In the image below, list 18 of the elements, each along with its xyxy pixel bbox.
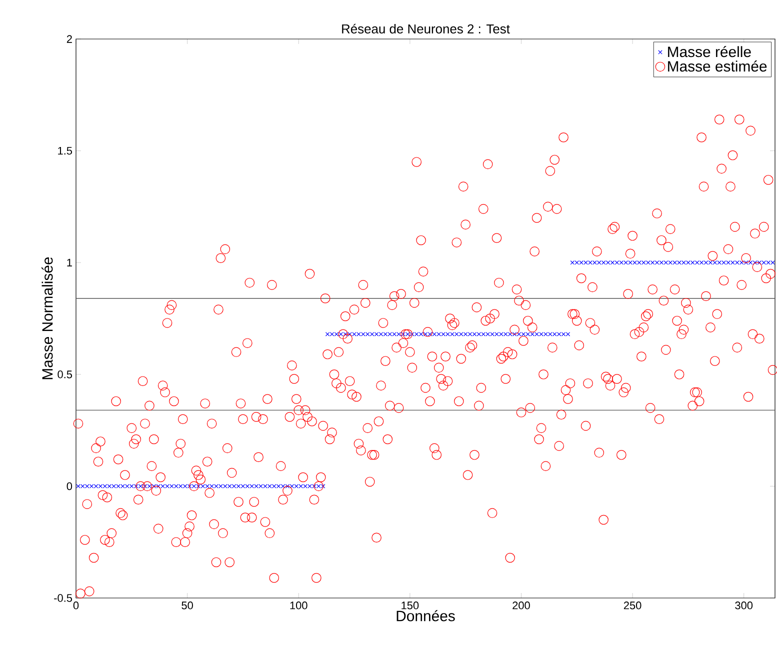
x-tick-label: 50 <box>182 602 193 610</box>
y-axis-title: Masse Normalisée <box>42 257 53 380</box>
x-tick-label: 150 <box>402 602 419 610</box>
x-tick-label: 0 <box>73 602 79 610</box>
x-tick-label: 300 <box>735 602 753 610</box>
y-tick-label: 1 <box>67 258 72 266</box>
y-tick-label: -0.5 <box>54 594 72 602</box>
y-tick-label: 2 <box>66 35 72 43</box>
y-tick-label: 0.5 <box>58 370 72 378</box>
x-tick-label: 100 <box>290 602 308 610</box>
x-axis-title: Données <box>396 610 455 622</box>
x-tick-label: 200 <box>512 602 530 610</box>
y-tick-label: 1.5 <box>58 146 72 155</box>
legend-label: Masse réelle <box>668 46 751 58</box>
chart-title: Réseau de Neurones 2 : Test <box>342 24 510 34</box>
legend-label: Masse estimée <box>668 60 767 72</box>
x-tick-label: 250 <box>624 602 642 610</box>
y-tick-label: 0 <box>66 482 72 490</box>
